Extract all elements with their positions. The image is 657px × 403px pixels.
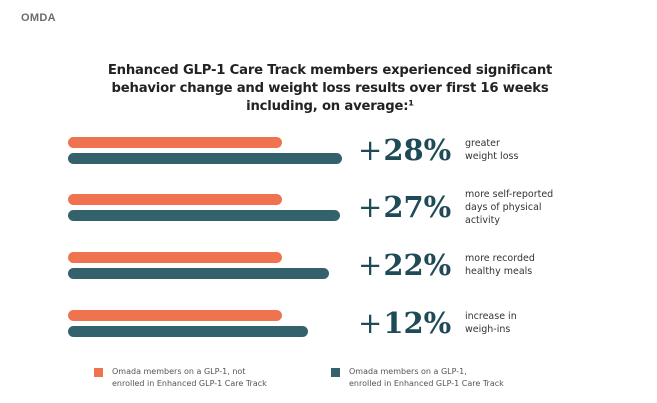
plus-sign: + [358,190,383,224]
title-line: behavior change and weight loss results … [111,81,549,96]
legend-swatch-orange [94,368,103,377]
legend-text: Omada members on a GLP-1, [349,367,467,376]
description-line: more self-reported [465,188,554,200]
stat-percent: 12% [383,306,452,340]
stat-percent: 22% [383,248,452,282]
legend-text: enrolled in Enhanced GLP-1 Care Track [112,379,267,388]
legend-text: enrolled in Enhanced GLP-1 Care Track [349,379,504,388]
bar-not-enrolled [68,310,282,321]
legend-text: Omada members on a GLP-1, not [112,367,246,376]
stat-description: increase in weigh-ins [465,310,555,336]
bar-enrolled [68,153,342,164]
stat-value: +12% [358,307,451,339]
bar-enrolled [68,326,308,337]
title-line: including, on average:¹ [246,99,414,114]
description-line: greater [465,138,500,149]
plus-sign: + [358,133,383,167]
description-line: days of physical [465,201,542,213]
description-line: weight loss [465,151,519,162]
plus-sign: + [358,306,383,340]
stat-description: more recorded healthy meals [465,252,555,278]
chart-title: Enhanced GLP-1 Care Track members experi… [60,62,600,116]
bar-enrolled [68,268,330,279]
title-line: Enhanced GLP-1 Care Track members experi… [107,63,553,78]
stat-value: +27% [358,191,451,223]
stat-value: +28% [358,134,451,166]
description-line: more recorded [465,253,535,264]
stat-description: greater weight loss [465,137,555,163]
description-line: healthy meals [465,266,533,277]
plus-sign: + [358,248,383,282]
stat-percent: 28% [383,133,452,167]
bar-enrolled [68,210,340,221]
bar-not-enrolled [68,137,282,148]
stat-description: more self-reported days of physical activi… [465,188,555,227]
description-line: activity [465,214,501,226]
description-line: weigh-ins [465,324,511,335]
bar-not-enrolled [68,252,282,263]
brand-label: OMDA [21,12,56,24]
description-line: increase in [465,311,517,322]
legend-swatch-teal [331,368,340,377]
stat-value: +22% [358,249,451,281]
stat-percent: 27% [383,190,452,224]
bar-not-enrolled [68,194,282,205]
